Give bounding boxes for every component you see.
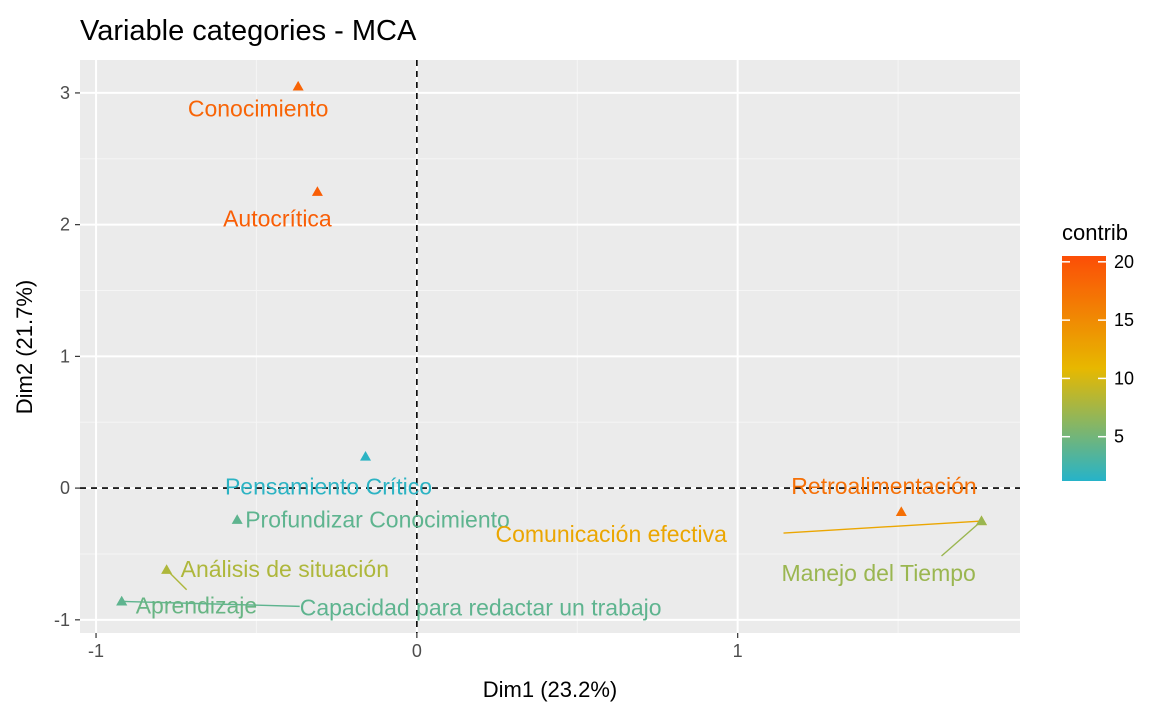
point-marker (976, 515, 988, 526)
x-tick-label: -1 (88, 641, 104, 661)
point-label: Pensamiento Crítico (225, 473, 432, 499)
point-marker (231, 514, 243, 524)
point-label: Retroalimentación (791, 473, 976, 499)
point-marker (161, 564, 173, 574)
legend-tick-label: 10 (1114, 368, 1134, 388)
legend-tick-label: 15 (1114, 310, 1134, 330)
legend-tick-label: 20 (1114, 252, 1134, 272)
x-tick-label: 1 (733, 641, 743, 661)
point-marker (360, 450, 372, 461)
point-label: Autocrítica (223, 206, 332, 232)
legend-title: contrib (1062, 220, 1128, 245)
point-label: Capacidad para redactar un trabajo (300, 594, 662, 620)
legend-ticks: 5 10 15 20 (1062, 252, 1134, 447)
legend-tick-label: 5 (1114, 427, 1124, 447)
axis-ticks: -1 0 1 -1 0 1 2 3 (54, 83, 743, 661)
label-connectors (121, 520, 982, 608)
label-connector (121, 600, 300, 608)
point-label: Manejo del Tiempo (782, 560, 976, 586)
x-tick-label: 0 (412, 641, 422, 661)
y-tick-label: 0 (60, 478, 70, 498)
point-markers (116, 80, 988, 606)
y-tick-label: 3 (60, 83, 70, 103)
point-marker (311, 186, 323, 196)
point-label: Análisis de situación (181, 556, 389, 582)
point-marker (116, 595, 128, 606)
legend: contrib 5 10 15 20 (1062, 220, 1134, 481)
reference-lines (80, 60, 1020, 633)
minor-gridlines (80, 60, 1020, 633)
y-tick-label: -1 (54, 610, 70, 630)
point-marker (292, 80, 304, 91)
x-axis-title: Dim1 (23.2%) (483, 677, 617, 702)
point-label: Profundizar Conocimiento (245, 507, 510, 533)
plot-panel (80, 60, 1020, 633)
point-labels: Conocimiento Autocrítica Pensamiento Críti… (136, 95, 977, 620)
point-label: Comunicación efectiva (496, 521, 728, 547)
y-axis-title: Dim2 (21.7%) (12, 280, 37, 414)
y-tick-label: 1 (60, 346, 70, 366)
y-tick-label: 2 (60, 215, 70, 235)
label-connector (941, 520, 982, 557)
legend-colorbar (1062, 256, 1106, 481)
label-connector (783, 520, 982, 534)
point-marker (895, 506, 907, 516)
point-label: Aprendizaje (136, 592, 257, 618)
chart-title: Variable categories - MCA (80, 15, 417, 47)
point-label: Conocimiento (188, 95, 329, 121)
